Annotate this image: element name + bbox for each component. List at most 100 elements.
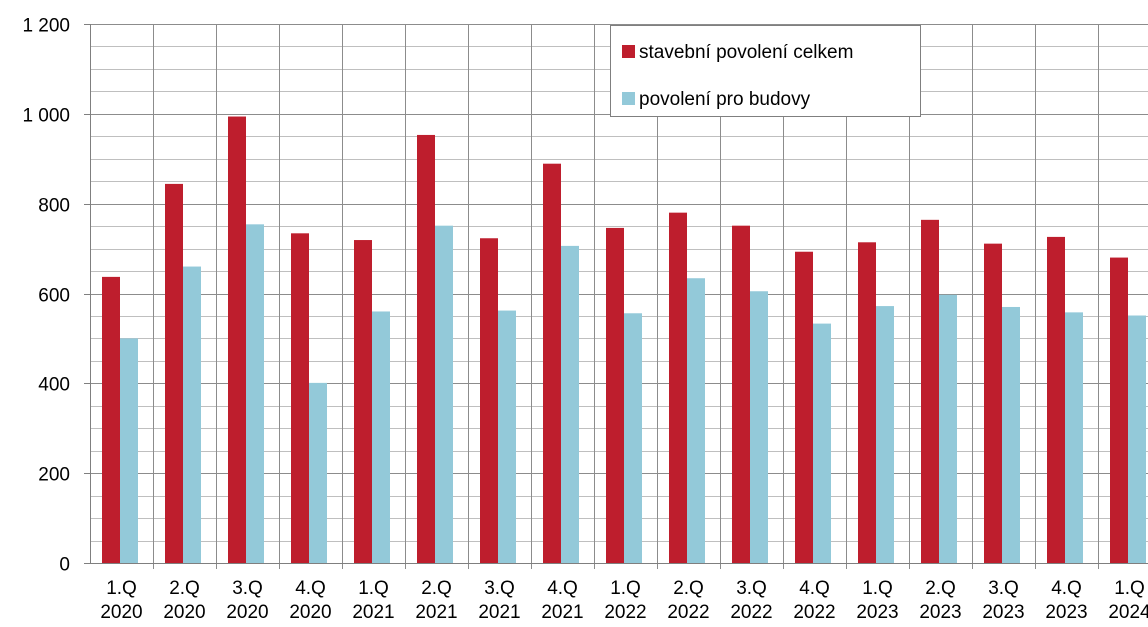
x-tick-label: 2.Q 2020 xyxy=(163,578,205,623)
x-tick-label-year: 2024 xyxy=(1108,602,1148,623)
bar-stavebni-povoleni-celkem xyxy=(228,116,246,564)
bar-povoleni-pro-budovy xyxy=(1002,306,1020,563)
x-tick-label-quarter: 4.Q xyxy=(799,578,830,599)
bar-povoleni-pro-budovy xyxy=(561,245,579,563)
x-tick-label: 3.Q 2021 xyxy=(478,578,520,623)
x-tick-label-quarter: 3.Q xyxy=(232,578,263,599)
x-tick-label: 4.Q 2022 xyxy=(793,578,835,623)
x-tick-label: 4.Q 2021 xyxy=(541,578,583,623)
bar-povoleni-pro-budovy xyxy=(624,313,642,563)
x-tick-label-year: 2022 xyxy=(793,602,835,623)
x-tick-label-year: 2022 xyxy=(730,602,772,623)
y-tick-label: 1 200 xyxy=(22,16,70,37)
bar-stavebni-povoleni-celkem xyxy=(1047,236,1065,563)
x-tick-label: 4.Q 2023 xyxy=(1045,578,1087,623)
bars xyxy=(102,116,1146,564)
x-tick-label-year: 2023 xyxy=(919,602,961,623)
x-tick-label-year: 2020 xyxy=(100,602,142,623)
bar-stavebni-povoleni-celkem xyxy=(669,212,687,563)
bar-povoleni-pro-budovy xyxy=(372,311,390,563)
legend: stavební povolení celkem povolení pro bud… xyxy=(610,25,921,117)
x-tick-label-quarter: 1.Q xyxy=(1114,578,1145,599)
bar-povoleni-pro-budovy xyxy=(750,291,768,563)
x-tick-label-quarter: 2.Q xyxy=(169,578,200,599)
bar-povoleni-pro-budovy xyxy=(1065,312,1083,563)
x-tick-label-quarter: 4.Q xyxy=(547,578,578,599)
x-tick-label-quarter: 1.Q xyxy=(106,578,137,599)
x-tick-label-quarter: 1.Q xyxy=(358,578,389,599)
x-tick-label-year: 2023 xyxy=(856,602,898,623)
x-tick-label-quarter: 3.Q xyxy=(484,578,515,599)
x-tick-label-year: 2022 xyxy=(667,602,709,623)
x-tick-label: 3.Q 2020 xyxy=(226,578,268,623)
legend-swatch xyxy=(622,45,635,58)
bar-stavebni-povoleni-celkem xyxy=(732,225,750,563)
x-tick-label-year: 2020 xyxy=(163,602,205,623)
x-tick-label-year: 2021 xyxy=(352,602,394,623)
y-tick-label: 0 xyxy=(59,555,70,576)
bar-povoleni-pro-budovy xyxy=(687,278,705,563)
x-tick-label: 3.Q 2022 xyxy=(730,578,772,623)
bar-stavebni-povoleni-celkem xyxy=(984,243,1002,563)
bar-povoleni-pro-budovy xyxy=(498,310,516,563)
bar-stavebni-povoleni-celkem xyxy=(795,251,813,564)
x-tick-label: 4.Q 2020 xyxy=(289,578,331,623)
x-tick-label: 1.Q 2023 xyxy=(856,578,898,623)
x-tick-label: 2.Q 2023 xyxy=(919,578,961,623)
bar-stavebni-povoleni-celkem xyxy=(165,183,183,564)
bar-povoleni-pro-budovy xyxy=(246,224,264,563)
bar-stavebni-povoleni-celkem xyxy=(354,240,372,563)
legend-box xyxy=(610,25,921,117)
x-tick-label-quarter: 2.Q xyxy=(421,578,452,599)
y-tick-label: 1 000 xyxy=(22,106,70,127)
legend-swatch xyxy=(622,92,635,105)
legend-label: povolení pro budovy xyxy=(639,89,811,110)
bar-stavebni-povoleni-celkem xyxy=(102,276,120,563)
x-tick-label-year: 2021 xyxy=(415,602,457,623)
x-tick-label-year: 2020 xyxy=(226,602,268,623)
x-tick-label-year: 2023 xyxy=(1045,602,1087,623)
bar-povoleni-pro-budovy xyxy=(309,382,327,563)
x-tick-label-quarter: 4.Q xyxy=(1051,578,1082,599)
x-tick-label-quarter: 2.Q xyxy=(925,578,956,599)
bar-stavebni-povoleni-celkem xyxy=(606,227,624,563)
x-tick-label: 1.Q 2020 xyxy=(100,578,142,623)
x-tick-label-quarter: 3.Q xyxy=(736,578,767,599)
x-tick-label: 1.Q 2024 xyxy=(1108,578,1148,623)
x-tick-label: 1.Q 2022 xyxy=(604,578,646,623)
y-tick-label: 200 xyxy=(38,465,70,486)
bar-stavebni-povoleni-celkem xyxy=(921,219,939,563)
x-tick-label-quarter: 1.Q xyxy=(610,578,641,599)
x-tick-label: 2.Q 2022 xyxy=(667,578,709,623)
x-tick-label-quarter: 2.Q xyxy=(673,578,704,599)
x-tick-label-year: 2021 xyxy=(541,602,583,623)
x-tick-label-year: 2022 xyxy=(604,602,646,623)
bar-povoleni-pro-budovy xyxy=(876,306,894,563)
y-tick-label: 400 xyxy=(38,375,70,396)
x-tick-label: 1.Q 2021 xyxy=(352,578,394,623)
bar-stavebni-povoleni-celkem xyxy=(417,134,435,564)
bar-stavebni-povoleni-celkem xyxy=(480,238,498,563)
x-tick-label-quarter: 3.Q xyxy=(988,578,1019,599)
bar-stavebni-povoleni-celkem xyxy=(543,163,561,563)
bar-povoleni-pro-budovy xyxy=(813,323,831,563)
bar-povoleni-pro-budovy xyxy=(120,338,138,563)
bar-povoleni-pro-budovy xyxy=(435,225,453,563)
bar-stavebni-povoleni-celkem xyxy=(1110,257,1128,563)
x-tick-label-quarter: 1.Q xyxy=(862,578,893,599)
bar-povoleni-pro-budovy xyxy=(939,294,957,563)
x-tick-label: 2.Q 2021 xyxy=(415,578,457,623)
x-tick-labels: 1.Q 2020 2.Q 2020 3.Q 2020 4.Q 2020 1.Q 2021 2.Q 20… xyxy=(100,578,1148,623)
y-tick-label: 800 xyxy=(38,196,70,217)
x-tick-label-year: 2021 xyxy=(478,602,520,623)
x-tick-label-quarter: 4.Q xyxy=(295,578,326,599)
bar-povoleni-pro-budovy xyxy=(1128,315,1146,563)
legend-label: stavební povolení celkem xyxy=(639,42,853,63)
x-tick-label-year: 2020 xyxy=(289,602,331,623)
bar-stavebni-povoleni-celkem xyxy=(858,242,876,564)
bar-stavebni-povoleni-celkem xyxy=(291,233,309,564)
x-tick-label: 3.Q 2023 xyxy=(982,578,1024,623)
bar-povoleni-pro-budovy xyxy=(183,266,201,563)
